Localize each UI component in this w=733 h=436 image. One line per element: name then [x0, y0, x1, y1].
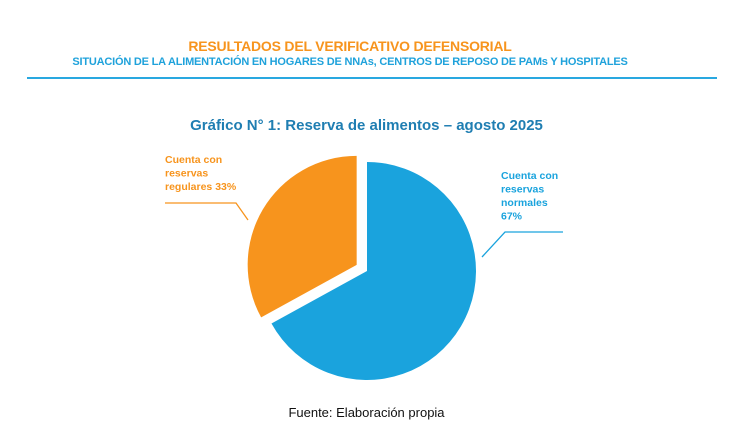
report-subtitle: SITUACIÓN DE LA ALIMENTACIÓN EN HOGARES … — [72, 56, 628, 68]
slice-label-line: Cuenta con — [165, 154, 222, 166]
slice-label-2: Cuenta con reservas regulares 33% — [165, 154, 237, 193]
slice-label-line: reservas — [501, 184, 544, 196]
slice-label-line: Cuenta con — [501, 170, 558, 182]
pie-slice-1 — [271, 162, 477, 380]
leader-line-1 — [481, 231, 563, 258]
chart-title: Gráfico N° 1: Reserva de alimentos – ago… — [190, 117, 543, 134]
slice-label-line: 67% — [501, 211, 523, 223]
slice-label-line: normales — [501, 197, 548, 209]
slice-label-1: Cuenta con reservas normales 67% — [501, 170, 558, 223]
slice-label-line: regulares 33% — [165, 181, 237, 193]
source-note: Fuente: Elaboración propia — [288, 405, 445, 420]
leader-line-2 — [165, 202, 249, 221]
report-title: RESULTADOS DEL VERIFICATIVO DEFENSORIAL — [188, 38, 512, 54]
pie-slice-2 — [247, 155, 357, 318]
slice-label-line: reservas — [165, 168, 208, 180]
header-divider — [27, 77, 717, 79]
